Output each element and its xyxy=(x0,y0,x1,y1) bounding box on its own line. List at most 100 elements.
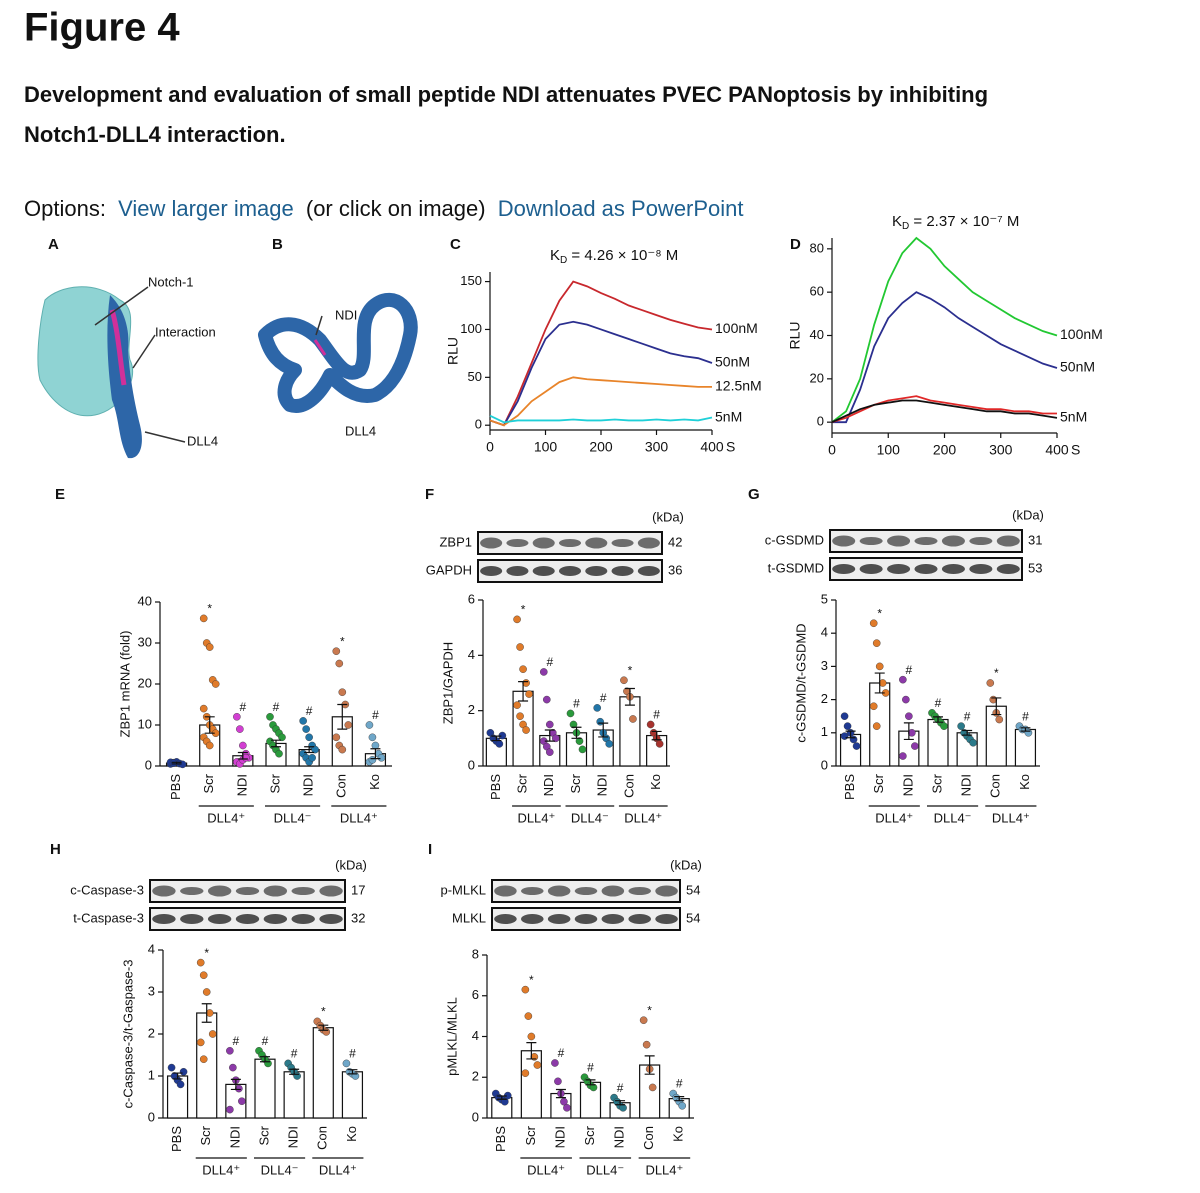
data-point xyxy=(542,695,551,704)
blot-band xyxy=(574,887,598,895)
error-bar xyxy=(491,735,502,742)
blot-band xyxy=(494,885,517,897)
error-bar xyxy=(230,1078,241,1091)
data-point xyxy=(202,988,211,996)
data-point xyxy=(905,712,913,721)
data-point xyxy=(365,721,374,729)
data-point xyxy=(513,701,521,709)
y-tick-label: 40 xyxy=(138,593,152,608)
blot-band xyxy=(611,566,634,576)
x-tick-label: Scr xyxy=(523,1125,538,1145)
protein-structure xyxy=(37,286,186,459)
data-point xyxy=(368,733,377,742)
x-tick-label: Con xyxy=(315,1126,330,1150)
y-tick-label: 0 xyxy=(817,414,824,429)
blot-band xyxy=(532,566,555,576)
options-prefix: Options: xyxy=(24,196,106,221)
y-tick-label: 30 xyxy=(138,634,152,649)
data-point xyxy=(239,741,247,750)
blot-band xyxy=(558,539,582,547)
data-point xyxy=(278,733,286,742)
y-tick-label: 150 xyxy=(460,273,482,288)
data-point xyxy=(545,748,554,756)
x-tick-label: 300 xyxy=(989,442,1013,458)
data-point xyxy=(176,1080,185,1089)
y-axis-label: c-Caspase-3/t-Gaspase-3 xyxy=(120,960,135,1109)
significance: # xyxy=(653,708,660,722)
kda-label: (kDa) xyxy=(670,857,702,872)
error-bar xyxy=(318,1024,329,1031)
caption-line: Development and evaluation of small pept… xyxy=(24,82,988,107)
x-tick-label: Scr xyxy=(568,773,583,793)
data-point xyxy=(233,713,241,721)
y-tick-label: 2 xyxy=(821,691,828,706)
y-tick-label: 60 xyxy=(810,284,824,299)
error-bar xyxy=(289,1068,300,1075)
blot-label: c-GSDMD xyxy=(765,532,824,547)
group-label: DLL4⁺ xyxy=(527,1162,565,1177)
y-tick-label: 4 xyxy=(148,941,155,956)
data-point xyxy=(869,702,878,711)
data-point xyxy=(500,1097,509,1106)
data-point xyxy=(525,690,533,698)
significance: * xyxy=(321,1005,326,1019)
x-tick-label: PBS xyxy=(168,774,183,800)
kda-label: (kDa) xyxy=(1012,507,1044,522)
data-point xyxy=(522,726,530,734)
significance: # xyxy=(240,700,247,714)
significance: * xyxy=(877,606,882,620)
y-tick-label: 1 xyxy=(821,724,828,739)
data-point xyxy=(516,712,524,721)
blot-band xyxy=(180,887,204,895)
blot-label: t-Caspase-3 xyxy=(73,910,144,925)
panel-letter: H xyxy=(50,841,61,858)
bar xyxy=(520,1050,542,1119)
blot-kda: 54 xyxy=(686,910,700,925)
x-tick-label: PBS xyxy=(493,1126,508,1152)
annotation-rest: = 2.37 × 10⁻⁷ M xyxy=(909,213,1019,230)
structure-label: NDI xyxy=(335,307,357,322)
blot-band xyxy=(291,914,315,924)
data-point xyxy=(521,1069,530,1077)
data-point xyxy=(620,676,628,685)
x-tick-label: Scr xyxy=(267,773,282,793)
data-point xyxy=(521,985,530,994)
group-label: DLL4⁻ xyxy=(274,810,312,825)
significance: * xyxy=(647,1003,652,1017)
y-tick-label: 2 xyxy=(472,1069,479,1084)
data-point xyxy=(646,720,655,729)
data-point xyxy=(957,722,965,730)
group-label: DLL4⁺ xyxy=(207,810,245,825)
blot-kda: 36 xyxy=(668,562,682,577)
data-point xyxy=(338,745,347,754)
blot-band xyxy=(235,887,260,895)
data-point xyxy=(211,680,220,688)
error-bar xyxy=(201,1003,212,1023)
x-tick-label: PBS xyxy=(169,1126,184,1152)
kda-label: (kDa) xyxy=(652,509,684,524)
data-point xyxy=(551,1059,559,1067)
y-tick-label: 4 xyxy=(468,647,475,662)
y-tick-label: 4 xyxy=(821,625,828,640)
x-axis-label: S xyxy=(1071,442,1080,458)
blot-band xyxy=(521,914,544,924)
y-axis-label: RLU xyxy=(445,337,461,365)
blot-band xyxy=(628,914,651,924)
error-bar xyxy=(347,1069,358,1075)
error-bar xyxy=(615,1100,626,1106)
x-tick-label: NDI xyxy=(541,774,556,796)
error-bar xyxy=(1020,727,1031,732)
error-bar xyxy=(962,729,973,736)
blot-band xyxy=(521,887,544,895)
data-point xyxy=(275,749,283,758)
group-label: DLL4⁺ xyxy=(517,810,555,825)
data-point xyxy=(872,639,881,647)
data-point xyxy=(299,717,307,725)
blot-band xyxy=(263,914,288,924)
annotation-k: K xyxy=(892,213,902,230)
significance: * xyxy=(994,666,999,680)
group-label: DLL4⁻ xyxy=(261,1162,299,1177)
link[interactable]: View larger image xyxy=(118,196,294,221)
data-point xyxy=(519,665,527,673)
link[interactable]: Download as PowerPoint xyxy=(498,196,744,221)
